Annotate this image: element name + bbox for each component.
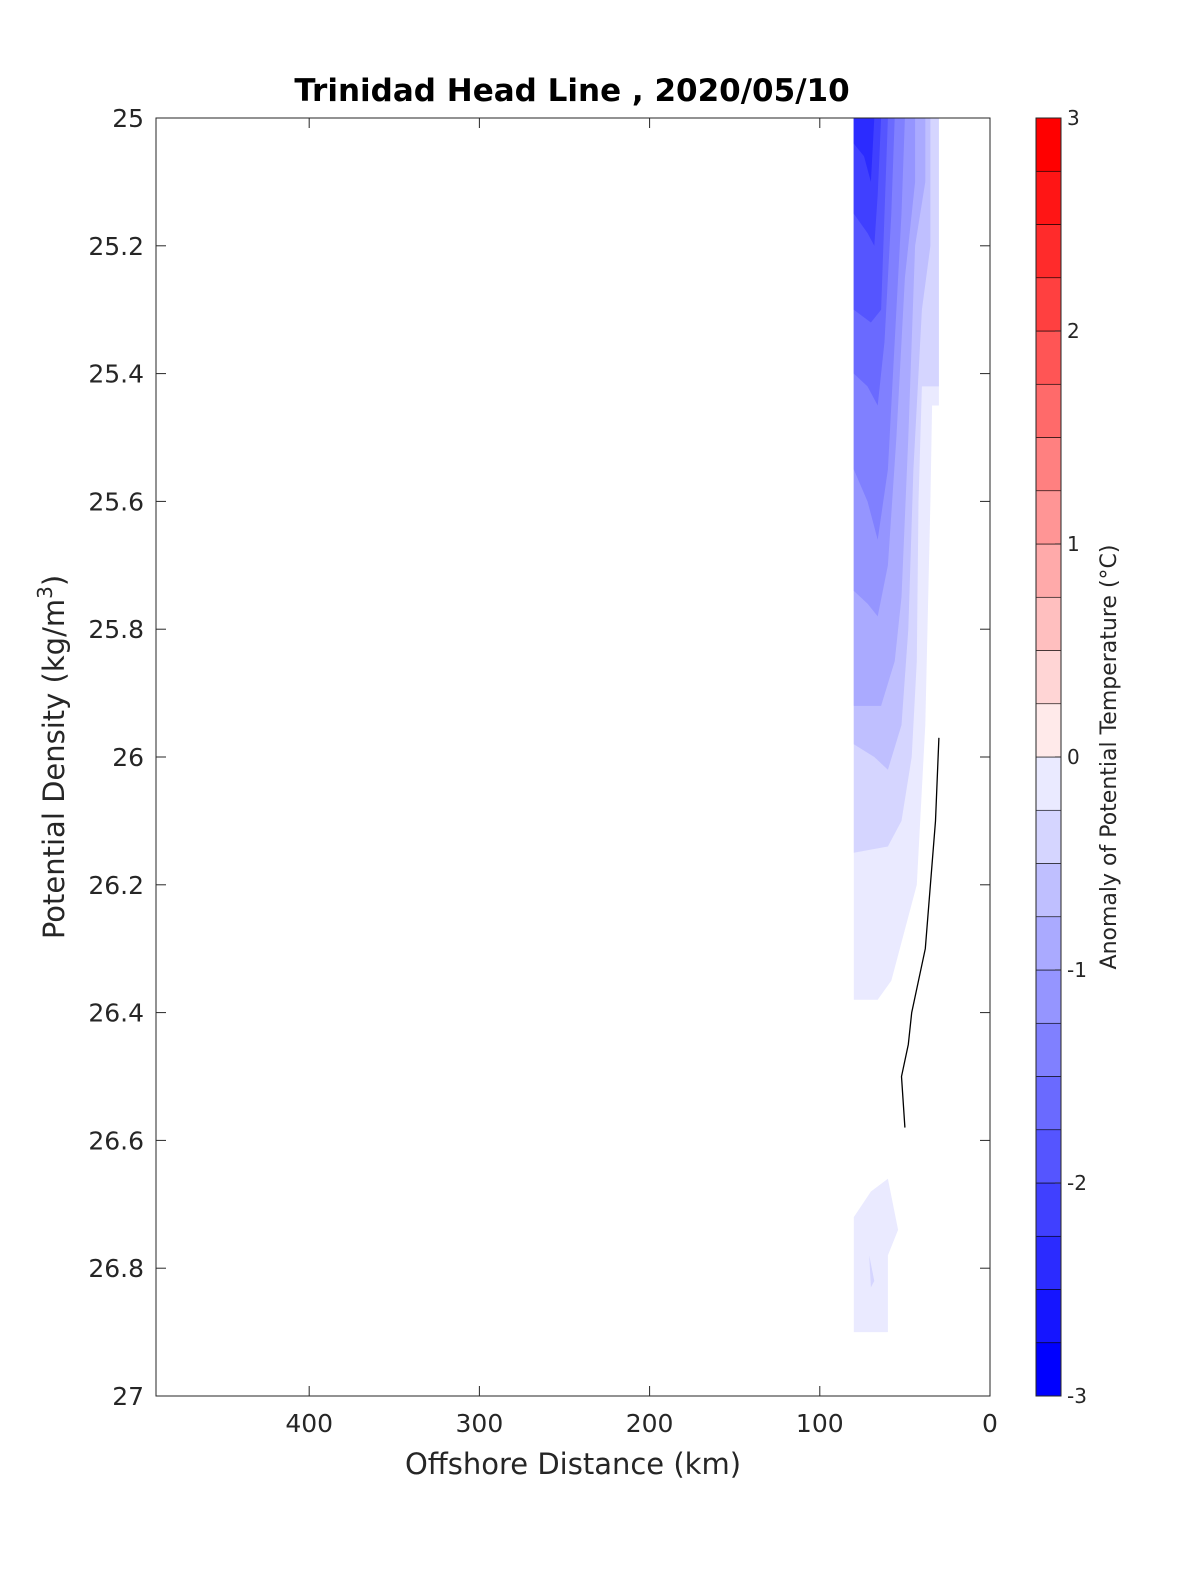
colorbar-segment	[1035, 756, 1062, 811]
colorbar-segment	[1035, 543, 1062, 598]
colorbar-segment	[1035, 1289, 1062, 1344]
anomaly-region-1	[853, 1178, 899, 1333]
y-tick-label: 25.6	[88, 487, 144, 516]
y-tick-label: 26.8	[88, 1254, 144, 1283]
colorbar-segment	[1035, 383, 1062, 438]
colorbar-tick-label: 2	[1067, 319, 1080, 343]
colorbar-segment	[1035, 1129, 1062, 1184]
colorbar-segment	[1035, 916, 1062, 971]
colorbar-tick-label: 1	[1067, 532, 1080, 556]
colorbar-segment	[1035, 1342, 1062, 1397]
colorbar-segment	[1035, 224, 1062, 279]
x-tick-label: 0	[982, 1409, 998, 1438]
x-tick-label: 100	[796, 1409, 844, 1438]
colorbar-segment	[1035, 1182, 1062, 1237]
colorbar-segment	[1035, 969, 1062, 1024]
y-tick-label: 26.2	[88, 871, 144, 900]
y-tick-label: 27	[112, 1382, 144, 1411]
y-tick-label: 25	[112, 104, 144, 133]
zero-contour-line	[900, 737, 940, 1128]
anomaly-region-11	[869, 1255, 875, 1288]
x-axis: 400 300 200 100 0	[285, 118, 998, 1438]
y-tick-label: 25.8	[88, 615, 144, 644]
anomaly-region-10	[853, 118, 875, 182]
colorbar: -3 -2 -1 0 1 2 3	[1035, 106, 1087, 1408]
y-axis-label-tail: )	[37, 575, 71, 586]
x-tick-label: 200	[626, 1409, 674, 1438]
y-axis-label-main: Potential Density (kg/m	[37, 599, 71, 939]
colorbar-segment	[1035, 490, 1062, 545]
colorbar-segment	[1035, 170, 1062, 225]
colorbar-segment	[1035, 650, 1062, 705]
x-tick-label: 400	[285, 1409, 333, 1438]
colorbar-tick-label: -2	[1067, 1171, 1087, 1195]
y-tick-label: 26.6	[88, 1126, 144, 1155]
colorbar-label: Anomaly of Potential Temperature (°C)	[1097, 545, 1122, 970]
colorbar-segment	[1035, 277, 1062, 332]
colorbar-tick-label: 0	[1067, 745, 1080, 769]
colorbar-segment	[1035, 863, 1062, 918]
y-tick-label: 25.4	[88, 360, 144, 389]
colorbar-segment	[1035, 437, 1062, 492]
colorbar-segment	[1035, 596, 1062, 651]
colorbar-segment	[1035, 117, 1062, 172]
x-axis-label: Offshore Distance (km)	[405, 1447, 741, 1481]
colorbar-segment	[1035, 1235, 1062, 1290]
colorbar-segment	[1035, 1076, 1062, 1131]
zero-contour-layer	[900, 737, 940, 1128]
y-axis-label: Potential Density (kg/m3)	[33, 575, 71, 939]
colorbar-tick-label: -1	[1067, 958, 1087, 982]
plot-area	[156, 118, 990, 1396]
chart-title: Trinidad Head Line , 2020/05/10	[294, 73, 849, 109]
colorbar-tick-label: 3	[1067, 106, 1080, 130]
colorbar-segment	[1035, 1022, 1062, 1077]
colorbar-segment	[1035, 809, 1062, 864]
anomaly-fill-layer	[853, 118, 939, 1333]
y-tick-label: 26.4	[88, 999, 144, 1028]
y-tick-label: 26	[112, 743, 144, 772]
colorbar-segment	[1035, 703, 1062, 758]
colorbar-tick-label: -3	[1067, 1384, 1087, 1408]
y-tick-label: 25.2	[88, 232, 144, 261]
colorbar-segment	[1035, 330, 1062, 385]
x-tick-label: 300	[456, 1409, 504, 1438]
y-axis-label-sup: 3	[33, 586, 57, 599]
y-axis: 25 25.2 25.4 25.6 25.8 26 26.2 26.4 26.6 26.8 27	[88, 104, 990, 1411]
